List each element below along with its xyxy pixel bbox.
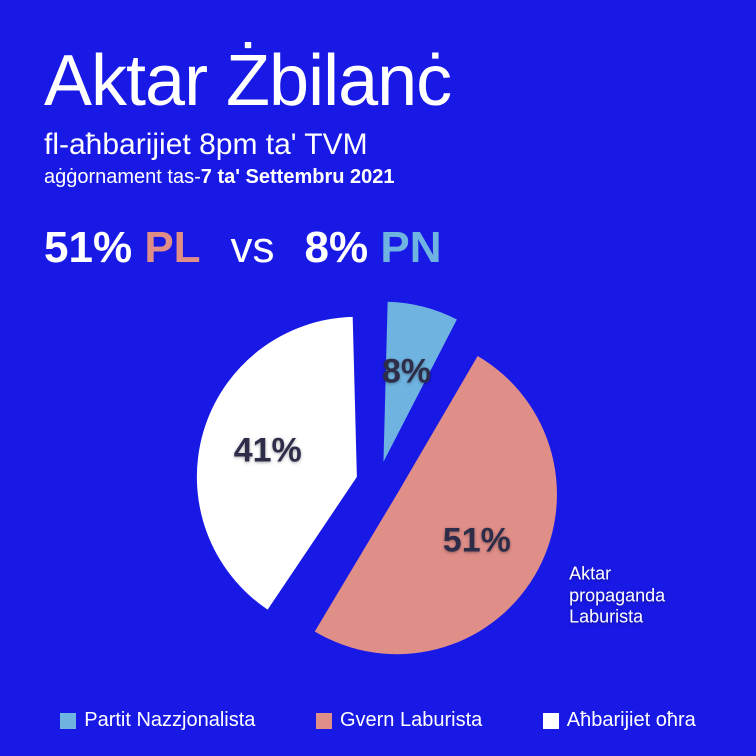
pie-chart: 8% 51% 41% AktarpropagandaLaburista bbox=[44, 283, 712, 683]
legend-item-pn: Partit Nazzjonalista bbox=[60, 709, 255, 732]
compare-right-pct: 8% bbox=[305, 223, 369, 272]
update-line: aġġornament tas-7 ta' Settembru 2021 bbox=[44, 166, 712, 189]
pie-slice-label-gvern: 51% bbox=[443, 522, 511, 561]
legend-label: Gvern Laburista bbox=[340, 709, 482, 732]
pie-slice-label-ohra: 41% bbox=[234, 431, 302, 470]
pie-side-note: AktarpropagandaLaburista bbox=[569, 564, 665, 629]
compare-right: 8% PN bbox=[305, 223, 442, 273]
pie-svg bbox=[186, 291, 570, 675]
compare-vs: vs bbox=[231, 223, 275, 273]
legend-swatch bbox=[543, 713, 559, 729]
infographic-canvas: Aktar Żbilanċ fl-aħbarijiet 8pm ta' TVM … bbox=[0, 0, 756, 756]
legend-item-gvern: Gvern Laburista bbox=[316, 709, 482, 732]
page-title: Aktar Żbilanċ bbox=[44, 40, 712, 122]
legend-item-ohra: Aħbarijiet oħra bbox=[543, 709, 696, 732]
compare-right-label: PN bbox=[380, 223, 441, 272]
legend-label: Partit Nazzjonalista bbox=[84, 709, 255, 732]
page-subtitle: fl-aħbarijiet 8pm ta' TVM bbox=[44, 128, 712, 162]
legend-swatch bbox=[316, 713, 332, 729]
comparison-row: 51% PL vs 8% PN bbox=[44, 223, 712, 273]
compare-left-label: PL bbox=[144, 223, 200, 272]
legend-label: Aħbarijiet oħra bbox=[567, 709, 696, 732]
compare-left-pct: 51% bbox=[44, 223, 132, 272]
legend-swatch bbox=[60, 713, 76, 729]
compare-left: 51% PL bbox=[44, 223, 201, 273]
update-date: 7 ta' Settembru 2021 bbox=[201, 166, 395, 188]
legend: Partit Nazzjonalista Gvern Laburista Aħb… bbox=[0, 709, 756, 732]
pie-slice-label-pn: 8% bbox=[382, 352, 431, 391]
update-prefix: aġġornament tas- bbox=[44, 166, 201, 188]
